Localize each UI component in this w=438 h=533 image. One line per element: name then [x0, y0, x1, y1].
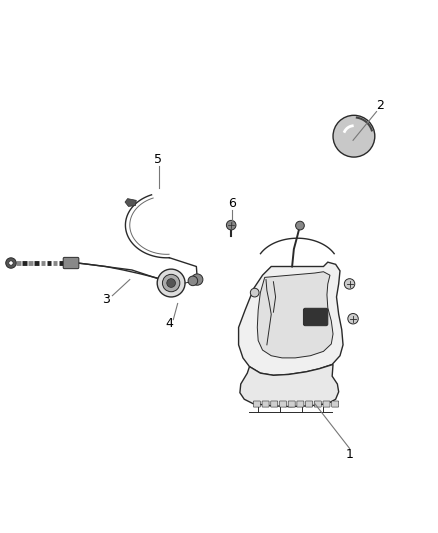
FancyBboxPatch shape: [323, 401, 330, 407]
Circle shape: [344, 279, 355, 289]
FancyBboxPatch shape: [253, 401, 260, 407]
Circle shape: [188, 276, 198, 286]
Text: 6: 6: [228, 197, 236, 210]
FancyBboxPatch shape: [262, 401, 269, 407]
Circle shape: [9, 261, 13, 265]
Polygon shape: [346, 137, 362, 153]
Polygon shape: [240, 365, 339, 407]
Polygon shape: [257, 272, 333, 358]
FancyBboxPatch shape: [304, 308, 328, 326]
Circle shape: [296, 221, 304, 230]
FancyBboxPatch shape: [332, 401, 339, 407]
Circle shape: [226, 220, 236, 230]
Circle shape: [167, 279, 176, 287]
Circle shape: [162, 274, 180, 292]
Polygon shape: [125, 199, 136, 206]
Text: 1: 1: [346, 448, 353, 461]
Text: 2: 2: [376, 99, 384, 112]
Circle shape: [251, 288, 259, 297]
Circle shape: [157, 269, 185, 297]
Circle shape: [191, 274, 203, 285]
Circle shape: [333, 115, 375, 157]
FancyBboxPatch shape: [288, 401, 295, 407]
FancyBboxPatch shape: [63, 257, 79, 269]
FancyBboxPatch shape: [279, 401, 286, 407]
Polygon shape: [239, 262, 343, 375]
Text: 5: 5: [154, 154, 162, 166]
Circle shape: [6, 258, 16, 268]
FancyBboxPatch shape: [306, 401, 313, 407]
Circle shape: [348, 313, 358, 324]
Text: 3: 3: [102, 293, 110, 305]
FancyBboxPatch shape: [271, 401, 278, 407]
FancyBboxPatch shape: [297, 401, 304, 407]
Text: 4: 4: [165, 318, 173, 330]
FancyBboxPatch shape: [314, 401, 321, 407]
